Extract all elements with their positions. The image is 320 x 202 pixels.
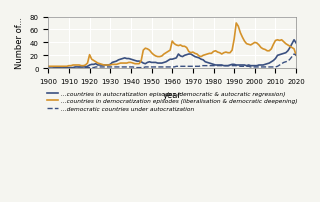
Line: ...democratic countries under autocratization: ...democratic countries under autocratiz… — [48, 55, 296, 69]
...countries in autocratization episodes (democratic & autocratic regression) — [152, 62, 156, 64]
Legend: ...countries in autocratization episodes (democratic & autocratic regression), .: ...countries in autocratization episodes… — [47, 91, 298, 111]
...democratic countries under autocratization — [278, 64, 282, 67]
...countries in autocratization episodes (democratic & autocratic regression) — [278, 54, 282, 57]
...countries in democratization episodes (liberalisation & democratic deepening) — [234, 23, 238, 25]
Line: ...countries in democratization episodes (liberalisation & democratic deepening): ...countries in democratization episodes… — [48, 24, 296, 67]
...democratic countries under autocratization — [294, 55, 298, 57]
Y-axis label: Number of...: Number of... — [15, 17, 24, 69]
...democratic countries under autocratization — [214, 65, 218, 67]
...countries in democratization episodes (liberalisation & democratic deepening) — [214, 50, 218, 53]
...countries in autocratization episodes (democratic & autocratic regression) — [104, 64, 108, 67]
...democratic countries under autocratization — [152, 66, 156, 69]
...countries in democratization episodes (liberalisation & democratic deepening) — [104, 64, 108, 67]
...democratic countries under autocratization — [201, 65, 205, 67]
...countries in democratization episodes (liberalisation & democratic deepening) — [294, 55, 298, 57]
...countries in autocratization episodes (democratic & autocratic regression) — [292, 39, 296, 42]
...countries in autocratization episodes (democratic & autocratic regression) — [214, 64, 218, 67]
...countries in democratization episodes (liberalisation & democratic deepening) — [280, 39, 284, 42]
...countries in autocratization episodes (democratic & autocratic regression) — [46, 68, 50, 70]
...countries in autocratization episodes (democratic & autocratic regression) — [294, 43, 298, 45]
...countries in democratization episodes (liberalisation & democratic deepening) — [152, 54, 156, 57]
X-axis label: year: year — [163, 90, 182, 99]
...countries in autocratization episodes (democratic & autocratic regression) — [71, 67, 75, 69]
...countries in autocratization episodes (democratic & autocratic regression) — [201, 59, 205, 62]
...democratic countries under autocratization — [104, 66, 108, 69]
Line: ...countries in autocratization episodes (democratic & autocratic regression): ...countries in autocratization episodes… — [48, 41, 296, 69]
...countries in democratization episodes (liberalisation & democratic deepening) — [71, 64, 75, 67]
...democratic countries under autocratization — [71, 68, 75, 70]
...countries in democratization episodes (liberalisation & democratic deepening) — [201, 55, 205, 57]
...democratic countries under autocratization — [46, 68, 50, 70]
...democratic countries under autocratization — [292, 54, 296, 56]
...countries in democratization episodes (liberalisation & democratic deepening) — [46, 66, 50, 68]
